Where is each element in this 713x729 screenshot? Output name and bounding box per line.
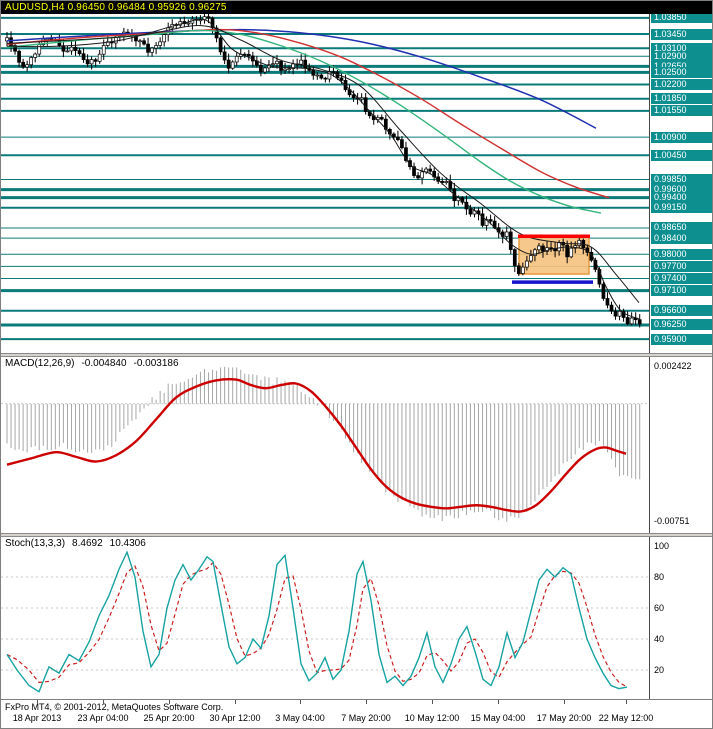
main-price-chart[interactable]: [1, 1, 649, 353]
copyright-label: FxPro MT4, © 2001-2012, MetaQuotes Softw…: [5, 702, 224, 712]
price-label: 1.03450: [651, 28, 712, 40]
price-label: 0.99400: [651, 192, 712, 204]
macd-value: -0.004840: [81, 358, 127, 369]
support-resistance-levels: [1, 10, 649, 341]
price-label: 1.02200: [651, 79, 712, 91]
date-label: 3 May 04:00: [275, 713, 325, 723]
macd-panel-chart[interactable]: [1, 357, 649, 533]
macd-name: MACD(12,26,9): [5, 358, 75, 369]
price-label: 1.00900: [651, 131, 712, 143]
stoch-scale-label: 40: [654, 634, 665, 644]
macd-scale-min: -0.00751: [654, 516, 690, 526]
price-label: 0.96250: [651, 319, 712, 331]
macd-indicator-label: MACD(12,26,9) -0.004840 -0.003186: [5, 358, 186, 369]
date-label: 25 Apr 20:00: [143, 713, 195, 723]
stoch-k-value: 8.4692: [72, 538, 103, 549]
stoch-d-line: [6, 561, 628, 688]
price-label: 0.97400: [651, 272, 712, 284]
price-label: 0.97700: [651, 260, 712, 272]
stoch-d-value: 10.4306: [109, 538, 146, 549]
price-label: 1.00450: [651, 149, 712, 161]
ma-black-fast: [6, 18, 640, 320]
time-tick: [564, 700, 565, 704]
price-label: 0.99150: [651, 202, 712, 214]
price-label: 1.03100: [651, 42, 712, 54]
date-label: 15 May 04:00: [470, 713, 526, 723]
price-label: 1.01850: [651, 93, 712, 105]
price-label: 1.02900: [651, 50, 712, 62]
time-tick: [300, 700, 301, 704]
chart-title-bar: AUDUSD,H4 0.96450 0.96484 0.95926 0.9627…: [1, 1, 712, 14]
date-label: 18 Apr 2013: [12, 713, 62, 723]
stoch-scale-label: 60: [654, 603, 665, 613]
price-label: 1.01550: [651, 105, 712, 117]
price-label: 0.99850: [651, 174, 712, 185]
stoch-k-line: [6, 550, 628, 693]
macd-histogram: [6, 366, 641, 522]
price-label: 0.98000: [651, 248, 712, 260]
time-tick: [498, 700, 499, 704]
panel-splitter-macd[interactable]: [1, 353, 712, 357]
ma-red-medium: [6, 28, 610, 199]
time-tick: [432, 700, 433, 704]
macd-signal-line: [6, 378, 627, 513]
stoch-scale-label: 80: [654, 572, 665, 582]
time-tick: [169, 700, 170, 704]
stoch-scale-label: 20: [654, 665, 665, 675]
candles: [5, 9, 642, 328]
ma-black-medium: [6, 25, 640, 304]
price-label: 0.99600: [651, 184, 712, 196]
ma-green-fast: [6, 29, 602, 214]
macd-scale-max: 0.002422: [654, 361, 692, 371]
time-tick: [366, 700, 367, 704]
price-label: 1.02500: [651, 66, 712, 78]
time-tick: [37, 700, 38, 704]
panel-splitter-stoch[interactable]: [1, 533, 712, 537]
time-tick: [235, 700, 236, 704]
price-label: 0.95900: [651, 333, 712, 345]
stoch-indicator-label: Stoch(13,3,3) 8.4692 10.4306: [5, 538, 153, 549]
price-label: 1.03850: [651, 12, 712, 24]
stoch-name: Stoch(13,3,3): [5, 538, 66, 549]
price-label: 0.98400: [651, 232, 712, 244]
ma-blue-slow: [6, 28, 597, 129]
symbol-ohlc-label: AUDUSD,H4 0.96450 0.96484 0.95926 0.9627…: [5, 2, 227, 13]
date-label: 17 May 20:00: [536, 713, 592, 723]
price-label: 0.97100: [651, 285, 712, 297]
date-label: 22 May 12:00: [598, 713, 654, 723]
date-label: 7 May 20:00: [341, 713, 391, 723]
price-label: 1.02650: [651, 60, 712, 72]
stoch-scale-label: 100: [654, 541, 670, 551]
date-label: 10 May 12:00: [404, 713, 460, 723]
time-axis[interactable]: FxPro MT4, © 2001-2012, MetaQuotes Softw…: [1, 699, 712, 728]
time-tick: [626, 700, 627, 704]
date-label: 23 Apr 04:00: [77, 713, 129, 723]
price-label: 0.98650: [651, 222, 712, 234]
macd-signal-value: -0.003186: [133, 358, 179, 369]
price-label: 0.96600: [651, 305, 712, 317]
price-scale[interactable]: 1.040201.038501.034501.031001.029001.026…: [649, 1, 712, 728]
stoch-panel-chart[interactable]: [1, 537, 649, 699]
date-label: 30 Apr 12:00: [209, 713, 261, 723]
time-tick: [103, 700, 104, 704]
